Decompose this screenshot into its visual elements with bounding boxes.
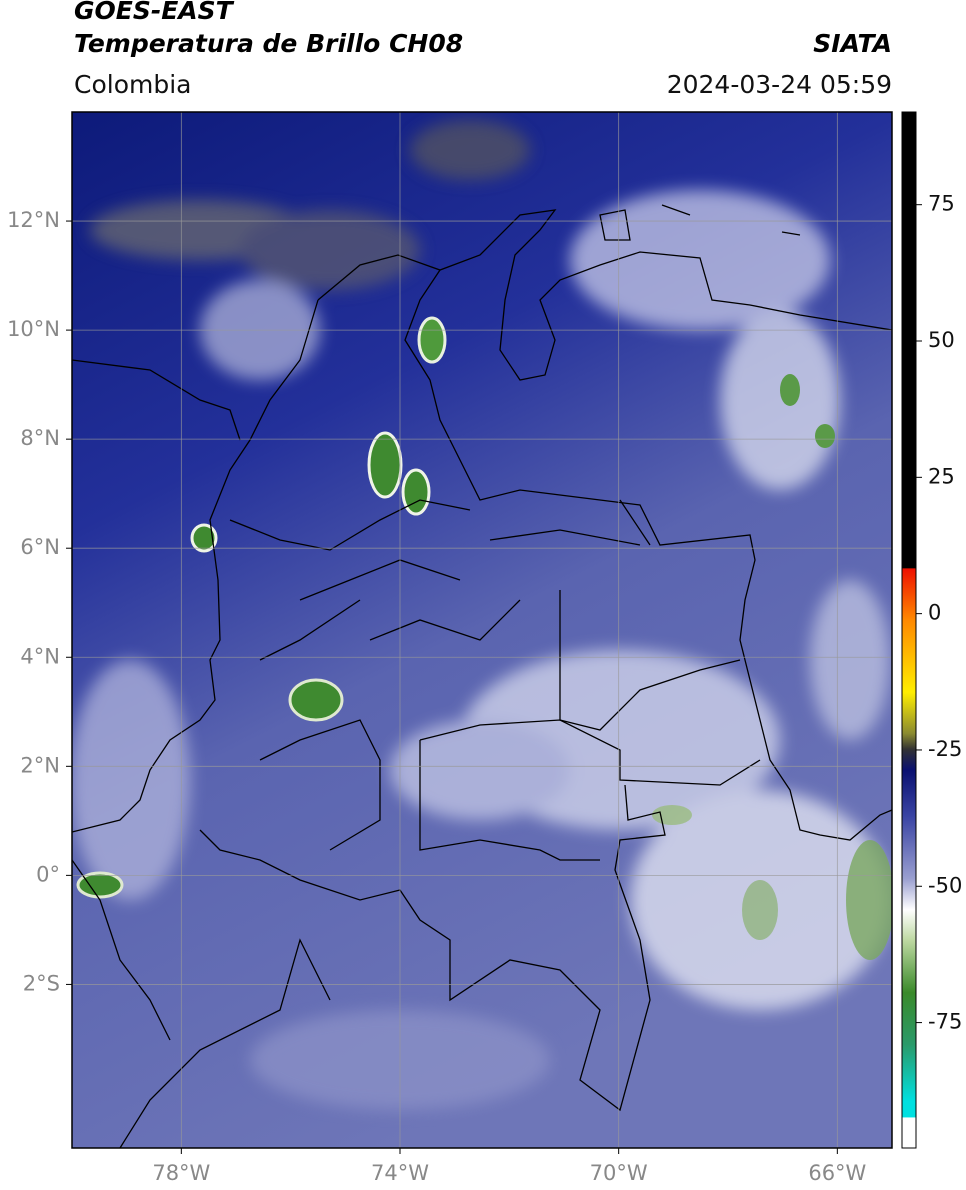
map-image	[72, 112, 892, 1148]
y-tick-label: 10°N	[7, 317, 60, 341]
map-frame	[71, 111, 893, 1149]
x-tick-label: 74°W	[371, 1161, 429, 1185]
x-tick-label: 66°W	[808, 1161, 866, 1185]
colorbar-tick-label: -75	[928, 1010, 962, 1034]
colorbar-tick-label: -50	[928, 873, 962, 897]
y-tick-label: 2°N	[20, 753, 60, 777]
source: SIATA	[813, 29, 892, 58]
x-tick-label: 70°W	[590, 1161, 648, 1185]
colorbar-tick-label: -25	[928, 737, 962, 761]
datetime: 2024-03-24 05:59	[667, 70, 892, 99]
colorbar-tick-label: 0	[928, 601, 941, 625]
subtitle: Temperatura de Brillo CH08	[74, 29, 463, 58]
y-tick-label: 0°	[36, 862, 60, 886]
title: GOES-EAST	[74, 0, 235, 25]
y-tick-label: 6°N	[20, 535, 60, 559]
y-tick-label: 12°N	[7, 208, 60, 232]
colorbar	[901, 111, 917, 1149]
colorbar-tick-label: 25	[928, 464, 955, 488]
colorbar-tick-label: 50	[928, 328, 955, 352]
colorbar-tick-label: 75	[928, 192, 955, 216]
y-tick-label: 4°N	[20, 644, 60, 668]
y-tick-label: 2°S	[23, 971, 60, 995]
x-tick-label: 78°W	[152, 1161, 210, 1185]
y-tick-label: 8°N	[20, 426, 60, 450]
region: Colombia	[74, 70, 191, 99]
